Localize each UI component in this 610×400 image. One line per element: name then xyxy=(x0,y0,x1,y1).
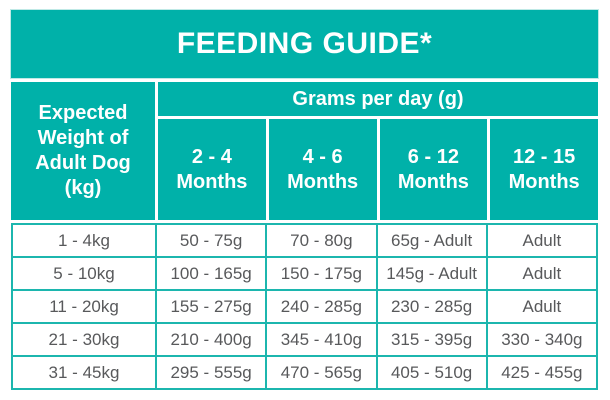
column-header-12-15-months: 12 - 15 Months xyxy=(490,119,598,220)
grams-cell: 315 - 395g xyxy=(377,324,486,355)
grams-cell: Adult xyxy=(487,291,596,322)
grams-cell: 50 - 75g xyxy=(157,225,266,256)
column-header-4-6-months: 4 - 6 Months xyxy=(268,119,377,220)
group-header-grams-per-day: Grams per day (g) xyxy=(158,82,598,116)
weight-range-cell: 1 - 4kg xyxy=(13,225,155,256)
weight-range-cell: 5 - 10kg xyxy=(13,258,155,289)
weight-range-cell: 11 - 20kg xyxy=(13,291,155,322)
grams-cell: 425 - 455g xyxy=(487,357,596,388)
grams-cell: 65g - Adult xyxy=(377,225,486,256)
grams-cell: 330 - 340g xyxy=(487,324,596,355)
grams-cell: 70 - 80g xyxy=(267,225,376,256)
grams-cell: 150 - 175g xyxy=(267,258,376,289)
grams-cell: 230 - 285g xyxy=(377,291,486,322)
grams-cell: 210 - 400g xyxy=(157,324,266,355)
row-header-label: Expected Weight of Adult Dog (kg) xyxy=(11,82,155,220)
grams-cell: 405 - 510g xyxy=(377,357,486,388)
column-header-6-12-months: 6 - 12 Months xyxy=(379,119,488,220)
grams-cell: 295 - 555g xyxy=(157,357,266,388)
grams-cell: 240 - 285g xyxy=(267,291,376,322)
table-title: FEEDING GUIDE* xyxy=(11,10,598,78)
grams-cell: 155 - 275g xyxy=(157,291,266,322)
grams-cell: 100 - 165g xyxy=(157,258,266,289)
grams-cell: 145g - Adult xyxy=(377,258,486,289)
grams-cell: Adult xyxy=(487,225,596,256)
weight-range-cell: 31 - 45kg xyxy=(13,357,155,388)
weight-range-cell: 21 - 30kg xyxy=(13,324,155,355)
table-body: 1 - 4kg 50 - 75g 70 - 80g 65g - Adult Ad… xyxy=(11,223,598,390)
table-header: Expected Weight of Adult Dog (kg) Grams … xyxy=(11,82,598,220)
column-header-2-4-months: 2 - 4 Months xyxy=(158,119,266,220)
feeding-guide-table: FEEDING GUIDE* Expected Weight of Adult … xyxy=(11,10,598,390)
grams-cell: 345 - 410g xyxy=(267,324,376,355)
grams-cell: Adult xyxy=(487,258,596,289)
grams-cell: 470 - 565g xyxy=(267,357,376,388)
